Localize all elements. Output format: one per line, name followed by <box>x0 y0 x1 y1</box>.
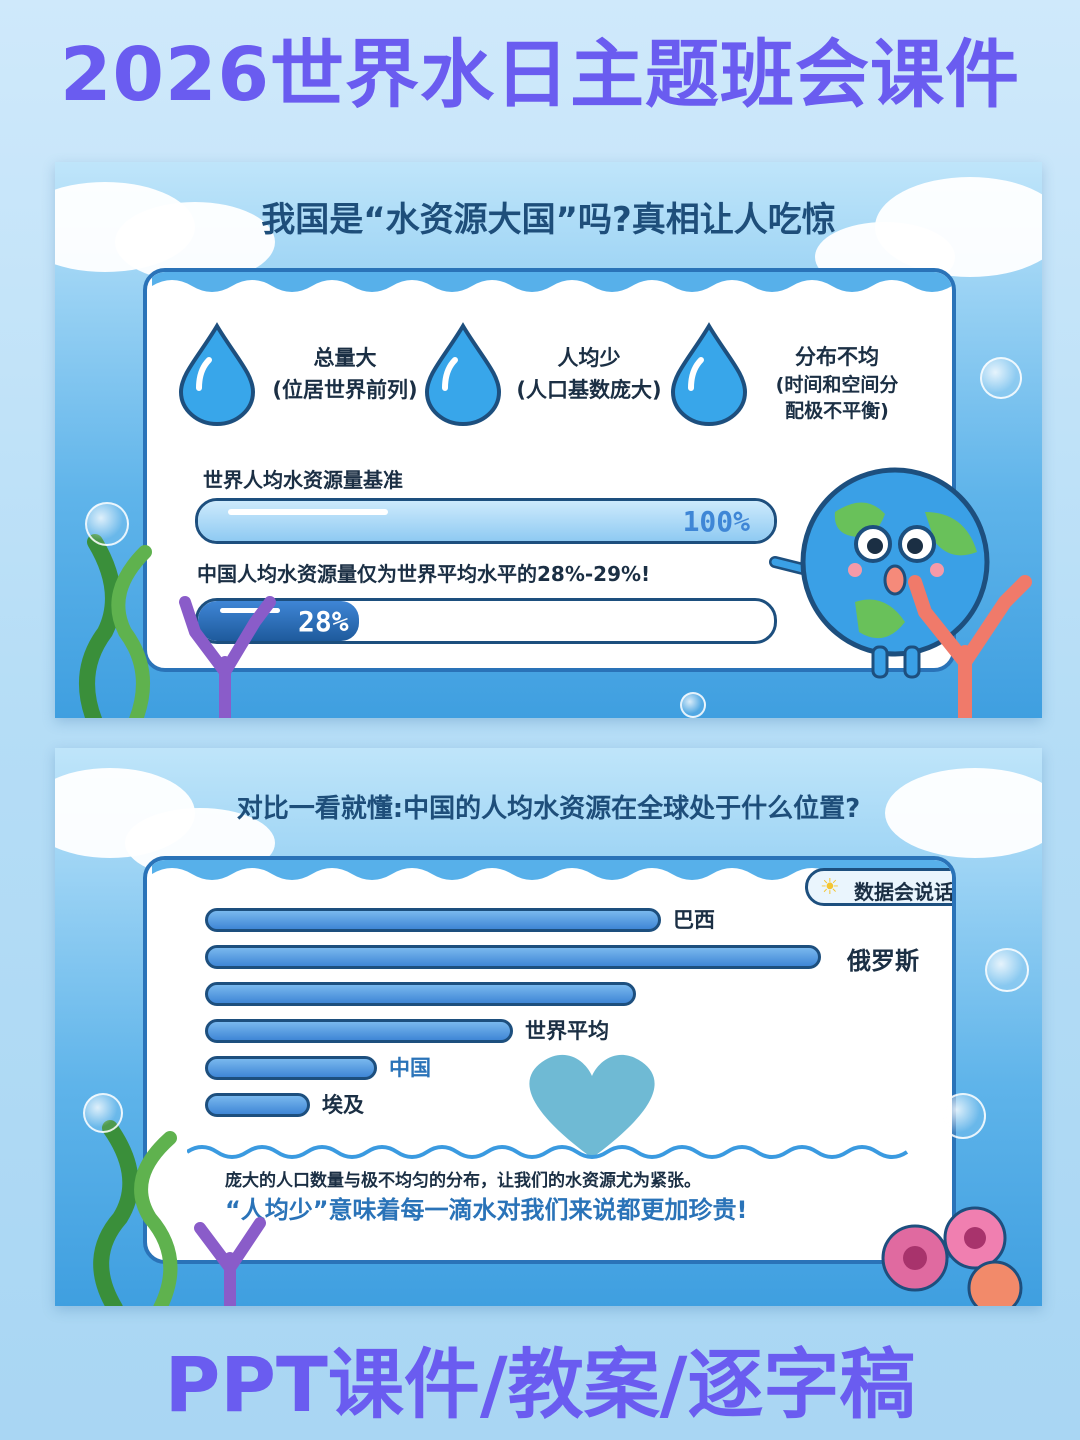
bubble-decoration <box>83 1093 123 1133</box>
world-progress-bar: 100% <box>195 498 777 544</box>
coral-icon <box>194 1217 266 1306</box>
poster-title: 2026世界水日主题班会课件 <box>60 32 1020 118</box>
badge-label: 数据会说话! <box>854 880 956 904</box>
seaweed-icon <box>79 534 152 718</box>
summary-emphasis: “人均少”意味着每一滴水对我们来说都更加珍贵! <box>225 1196 748 1224</box>
drop-label-total: 总量大 (位居世界前列) <box>255 342 435 406</box>
earth-mascot-icon <box>769 467 990 679</box>
wave-decoration <box>147 272 952 292</box>
china-progress-bar: 28% <box>195 598 777 644</box>
bubble-decoration <box>985 948 1029 992</box>
comparison-bar <box>205 908 661 932</box>
drop-subtitle: (人口基数庞大) <box>516 378 662 402</box>
drop-title: 分布不均 <box>795 345 879 369</box>
drop-label-per-capita: 人均少 (人口基数庞大) <box>499 342 679 406</box>
bar-highlight <box>220 608 280 613</box>
comparison-bar-label: 世界平均 <box>525 1019 609 1043</box>
comparison-bar-label: 巴西 <box>673 908 715 932</box>
china-percent: 28% <box>298 605 349 638</box>
world-baseline-label: 世界人均水资源量基准 <box>203 468 403 492</box>
content-panel: ☀ 数据会说话! 巴西俄罗斯世界平均中国埃及 庞大的人口数量与极不均匀的分布，让… <box>143 856 956 1264</box>
wave-decoration <box>147 860 952 880</box>
comparison-bar <box>205 982 636 1006</box>
water-drop-icon <box>670 322 748 426</box>
coral-icon <box>908 575 1032 718</box>
comparison-bar <box>205 1093 310 1117</box>
wave-divider <box>187 1145 909 1159</box>
comparison-bar-label: 俄罗斯 <box>847 947 919 975</box>
comparison-bar <box>205 1056 377 1080</box>
data-badge: ☀ 数据会说话! <box>805 868 956 906</box>
comparison-bar <box>205 1019 513 1043</box>
drop-subtitle: 配极不平衡) <box>785 400 889 422</box>
slide-title: 对比一看就懂:中国的人均水资源在全球处于什么位置? <box>236 794 861 824</box>
drop-label-distribution: 分布不均 (时间和空间分 配极不平衡) <box>752 342 922 424</box>
slide-comparison: 对比一看就懂:中国的人均水资源在全球处于什么位置? ☀ 数据会说话! 巴西俄罗斯… <box>55 748 1042 1306</box>
slide-title: 我国是“水资源大国”吗?真相让人吃惊 <box>261 200 836 240</box>
comparison-bar <box>205 945 821 969</box>
bubble-decoration <box>980 357 1022 399</box>
bar-highlight <box>228 509 388 515</box>
heart-icon <box>529 1054 655 1158</box>
water-drop-icon <box>178 322 256 426</box>
drop-title: 总量大 <box>313 346 377 370</box>
poster-footer: PPT课件/教案/逐字稿 <box>164 1340 916 1429</box>
lightbulb-icon: ☀ <box>820 875 840 900</box>
bubble-decoration <box>85 502 129 546</box>
bubble-decoration <box>680 692 706 718</box>
water-drop-icon <box>424 322 502 426</box>
drop-subtitle: (位居世界前列) <box>272 378 418 402</box>
coral-icon <box>179 596 276 718</box>
drop-title: 人均少 <box>557 346 621 370</box>
comparison-bar-label: 埃及 <box>322 1093 364 1117</box>
comparison-bar-chart: 巴西俄罗斯世界平均中国埃及 <box>147 860 952 1160</box>
cloud-decoration <box>885 768 1042 858</box>
sponge-coral-icon <box>881 1206 1023 1306</box>
summary-line: 庞大的人口数量与极不均匀的分布，让我们的水资源尤为紧张。 <box>225 1171 701 1191</box>
seaweed-icon <box>93 1120 178 1306</box>
china-progress-fill <box>198 601 360 641</box>
slide-water-resources: 我国是“水资源大国”吗?真相让人吃惊 总量大 (位居世界前列) 人均少 (人口基… <box>55 162 1042 718</box>
bubble-decoration <box>940 1093 986 1139</box>
china-comparison-label: 中国人均水资源量仅为世界平均水平的28%-29%! <box>197 562 651 586</box>
world-progress-fill <box>198 501 774 541</box>
world-percent: 100% <box>682 505 750 538</box>
drop-subtitle: (时间和空间分 <box>775 374 899 396</box>
comparison-bar-label: 中国 <box>389 1056 431 1080</box>
